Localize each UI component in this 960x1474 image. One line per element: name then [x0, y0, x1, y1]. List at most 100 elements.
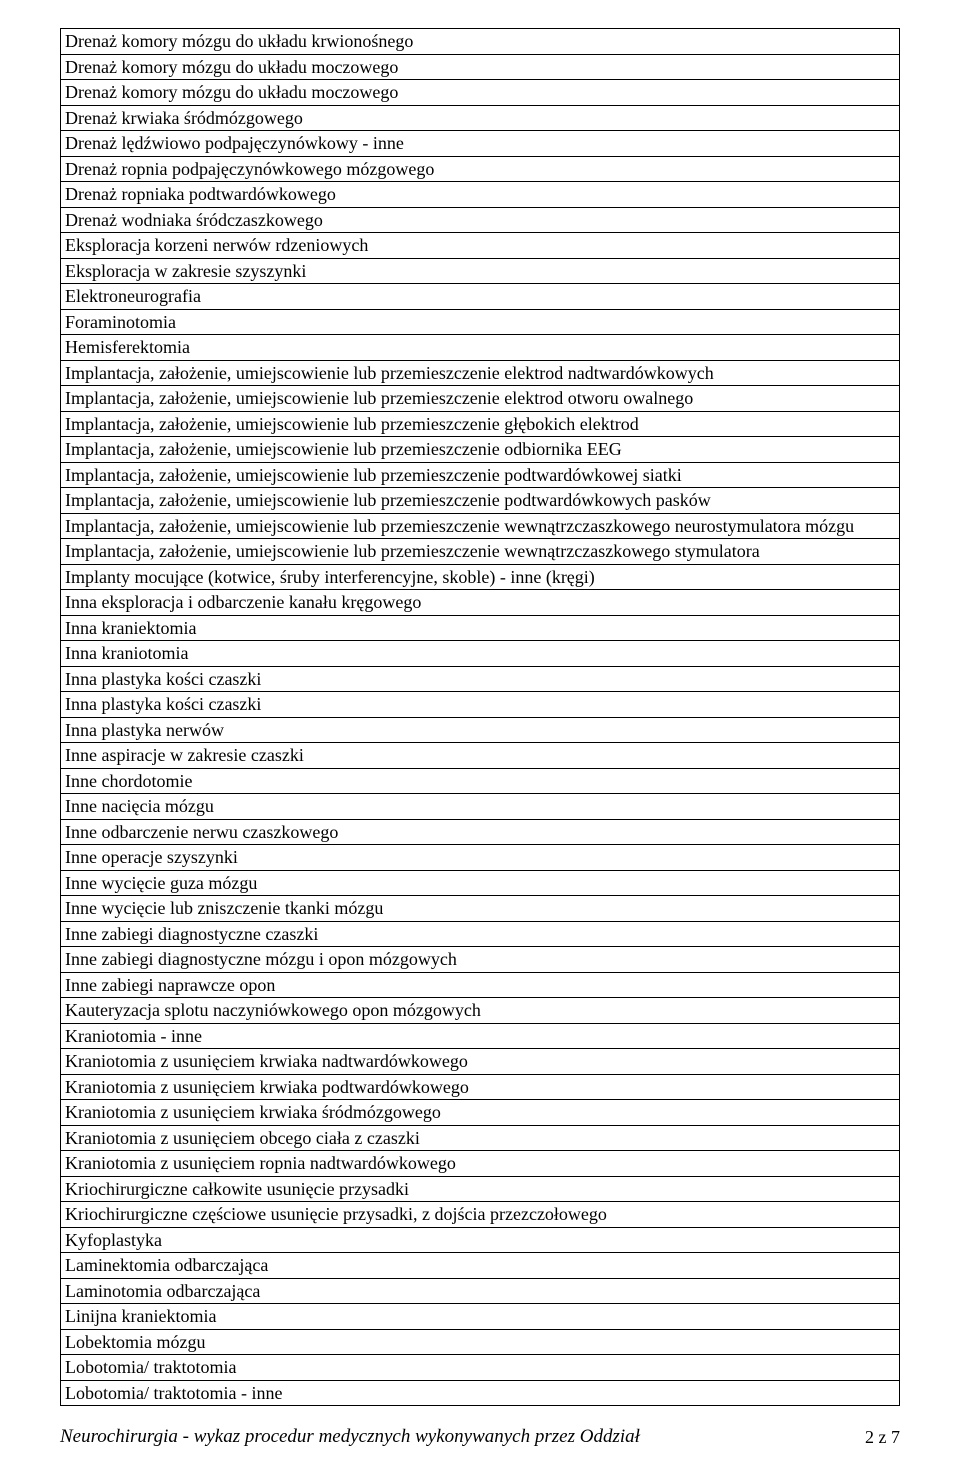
procedure-cell: Inna kraniotomia	[61, 641, 900, 667]
table-row: Implantacja, założenie, umiejscowienie l…	[61, 462, 900, 488]
table-row: Inne aspiracje w zakresie czaszki	[61, 743, 900, 769]
table-row: Inne odbarczenie nerwu czaszkowego	[61, 819, 900, 845]
procedure-cell: Inna plastyka kości czaszki	[61, 692, 900, 718]
procedure-cell: Kraniotomia z usunięciem krwiaka nadtwar…	[61, 1049, 900, 1075]
table-row: Inna plastyka kości czaszki	[61, 666, 900, 692]
table-row: Implantacja, założenie, umiejscowienie l…	[61, 488, 900, 514]
table-row: Drenaż komory mózgu do układu moczowego	[61, 54, 900, 80]
table-row: Drenaż ropnia podpajęczynówkowego mózgow…	[61, 156, 900, 182]
table-row: Inne zabiegi diagnostyczne mózgu i opon …	[61, 947, 900, 973]
table-row: Laminotomia odbarczająca	[61, 1278, 900, 1304]
table-row: Inna plastyka kości czaszki	[61, 692, 900, 718]
procedure-cell: Lobotomia/ traktotomia - inne	[61, 1380, 900, 1406]
procedure-cell: Drenaż ropnia podpajęczynówkowego mózgow…	[61, 156, 900, 182]
table-row: Drenaż wodniaka śródczaszkowego	[61, 207, 900, 233]
table-row: Implantacja, założenie, umiejscowienie l…	[61, 386, 900, 412]
table-row: Drenaż ropniaka podtwardówkowego	[61, 182, 900, 208]
procedure-cell: Eksploracja w zakresie szyszynki	[61, 258, 900, 284]
table-row: Kraniotomia z usunięciem krwiaka podtwar…	[61, 1074, 900, 1100]
procedure-cell: Linijna kraniektomia	[61, 1304, 900, 1330]
procedure-cell: Drenaż komory mózgu do układu moczowego	[61, 54, 900, 80]
procedure-cell: Drenaż komory mózgu do układu krwionośne…	[61, 29, 900, 55]
procedure-cell: Lobotomia/ traktotomia	[61, 1355, 900, 1381]
table-row: Implantacja, założenie, umiejscowienie l…	[61, 539, 900, 565]
table-row: Inne operacje szyszynki	[61, 845, 900, 871]
table-row: Kraniotomia - inne	[61, 1023, 900, 1049]
table-row: Implantacja, założenie, umiejscowienie l…	[61, 411, 900, 437]
table-row: Inna kraniotomia	[61, 641, 900, 667]
procedure-cell: Implantacja, założenie, umiejscowienie l…	[61, 437, 900, 463]
procedure-cell: Kraniotomia - inne	[61, 1023, 900, 1049]
procedure-cell: Kraniotomia z usunięciem ropnia nadtward…	[61, 1151, 900, 1177]
table-row: Drenaż krwiaka śródmózgowego	[61, 105, 900, 131]
procedure-cell: Laminektomia odbarczająca	[61, 1253, 900, 1279]
table-row: Lobotomia/ traktotomia	[61, 1355, 900, 1381]
procedure-cell: Lobektomia mózgu	[61, 1329, 900, 1355]
table-row: Kraniotomia z usunięciem obcego ciała z …	[61, 1125, 900, 1151]
table-row: Kriochirurgiczne całkowite usunięcie prz…	[61, 1176, 900, 1202]
procedure-cell: Kraniotomia z usunięciem krwiaka podtwar…	[61, 1074, 900, 1100]
procedure-cell: Eksploracja korzeni nerwów rdzeniowych	[61, 233, 900, 259]
table-row: Laminektomia odbarczająca	[61, 1253, 900, 1279]
table-row: Inne chordotomie	[61, 768, 900, 794]
procedure-cell: Kraniotomia z usunięciem krwiaka śródmóz…	[61, 1100, 900, 1126]
table-row: Kriochirurgiczne częściowe usunięcie prz…	[61, 1202, 900, 1228]
procedure-cell: Inna plastyka kości czaszki	[61, 666, 900, 692]
procedure-cell: Implantacja, założenie, umiejscowienie l…	[61, 411, 900, 437]
table-row: Elektroneurografia	[61, 284, 900, 310]
table-row: Implantacja, założenie, umiejscowienie l…	[61, 437, 900, 463]
table-row: Eksploracja korzeni nerwów rdzeniowych	[61, 233, 900, 259]
table-row: Implanty mocujące (kotwice, śruby interf…	[61, 564, 900, 590]
table-row: Kraniotomia z usunięciem ropnia nadtward…	[61, 1151, 900, 1177]
table-row: Inna plastyka nerwów	[61, 717, 900, 743]
table-row: Foraminotomia	[61, 309, 900, 335]
procedure-cell: Inne wycięcie lub zniszczenie tkanki móz…	[61, 896, 900, 922]
table-row: Linijna kraniektomia	[61, 1304, 900, 1330]
procedure-cell: Inne zabiegi diagnostyczne czaszki	[61, 921, 900, 947]
procedure-cell: Drenaż krwiaka śródmózgowego	[61, 105, 900, 131]
table-row: Eksploracja w zakresie szyszynki	[61, 258, 900, 284]
procedure-cell: Inne wycięcie guza mózgu	[61, 870, 900, 896]
procedure-cell: Implantacja, założenie, umiejscowienie l…	[61, 360, 900, 386]
procedure-cell: Implantacja, założenie, umiejscowienie l…	[61, 513, 900, 539]
footer-title: Neurochirurgia - wykaz procedur medyczny…	[60, 1426, 640, 1448]
procedure-cell: Foraminotomia	[61, 309, 900, 335]
procedure-cell: Drenaż ropniaka podtwardówkowego	[61, 182, 900, 208]
procedure-cell: Inna eksploracja i odbarczenie kanału kr…	[61, 590, 900, 616]
table-row: Inne nacięcia mózgu	[61, 794, 900, 820]
table-row: Hemisferektomia	[61, 335, 900, 361]
procedure-cell: Inne aspiracje w zakresie czaszki	[61, 743, 900, 769]
procedure-cell: Implanty mocujące (kotwice, śruby interf…	[61, 564, 900, 590]
procedure-cell: Implantacja, założenie, umiejscowienie l…	[61, 488, 900, 514]
table-row: Kyfoplastyka	[61, 1227, 900, 1253]
procedure-cell: Inne chordotomie	[61, 768, 900, 794]
table-row: Inna kraniektomia	[61, 615, 900, 641]
table-row: Lobotomia/ traktotomia - inne	[61, 1380, 900, 1406]
procedure-cell: Inna kraniektomia	[61, 615, 900, 641]
procedure-cell: Implantacja, założenie, umiejscowienie l…	[61, 386, 900, 412]
procedure-cell: Kraniotomia z usunięciem obcego ciała z …	[61, 1125, 900, 1151]
procedure-cell: Kriochirurgiczne całkowite usunięcie prz…	[61, 1176, 900, 1202]
procedure-cell: Inne operacje szyszynki	[61, 845, 900, 871]
procedure-cell: Kyfoplastyka	[61, 1227, 900, 1253]
table-row: Drenaż lędźwiowo podpajęczynówkowy - inn…	[61, 131, 900, 157]
footer-page: 2 z 7	[865, 1427, 900, 1448]
procedure-cell: Inne odbarczenie nerwu czaszkowego	[61, 819, 900, 845]
table-row: Inne zabiegi diagnostyczne czaszki	[61, 921, 900, 947]
procedure-cell: Drenaż komory mózgu do układu moczowego	[61, 80, 900, 106]
procedure-table: Drenaż komory mózgu do układu krwionośne…	[60, 28, 900, 1406]
table-row: Inne wycięcie guza mózgu	[61, 870, 900, 896]
page-footer: Neurochirurgia - wykaz procedur medyczny…	[60, 1426, 900, 1448]
table-row: Inne zabiegi naprawcze opon	[61, 972, 900, 998]
procedure-cell: Inne zabiegi naprawcze opon	[61, 972, 900, 998]
procedure-cell: Hemisferektomia	[61, 335, 900, 361]
table-row: Inne wycięcie lub zniszczenie tkanki móz…	[61, 896, 900, 922]
procedure-cell: Kriochirurgiczne częściowe usunięcie prz…	[61, 1202, 900, 1228]
procedure-cell: Implantacja, założenie, umiejscowienie l…	[61, 539, 900, 565]
procedure-cell: Inne zabiegi diagnostyczne mózgu i opon …	[61, 947, 900, 973]
procedure-cell: Drenaż lędźwiowo podpajęczynówkowy - inn…	[61, 131, 900, 157]
procedure-cell: Elektroneurografia	[61, 284, 900, 310]
procedure-cell: Implantacja, założenie, umiejscowienie l…	[61, 462, 900, 488]
procedure-cell: Inne nacięcia mózgu	[61, 794, 900, 820]
procedure-cell: Laminotomia odbarczająca	[61, 1278, 900, 1304]
